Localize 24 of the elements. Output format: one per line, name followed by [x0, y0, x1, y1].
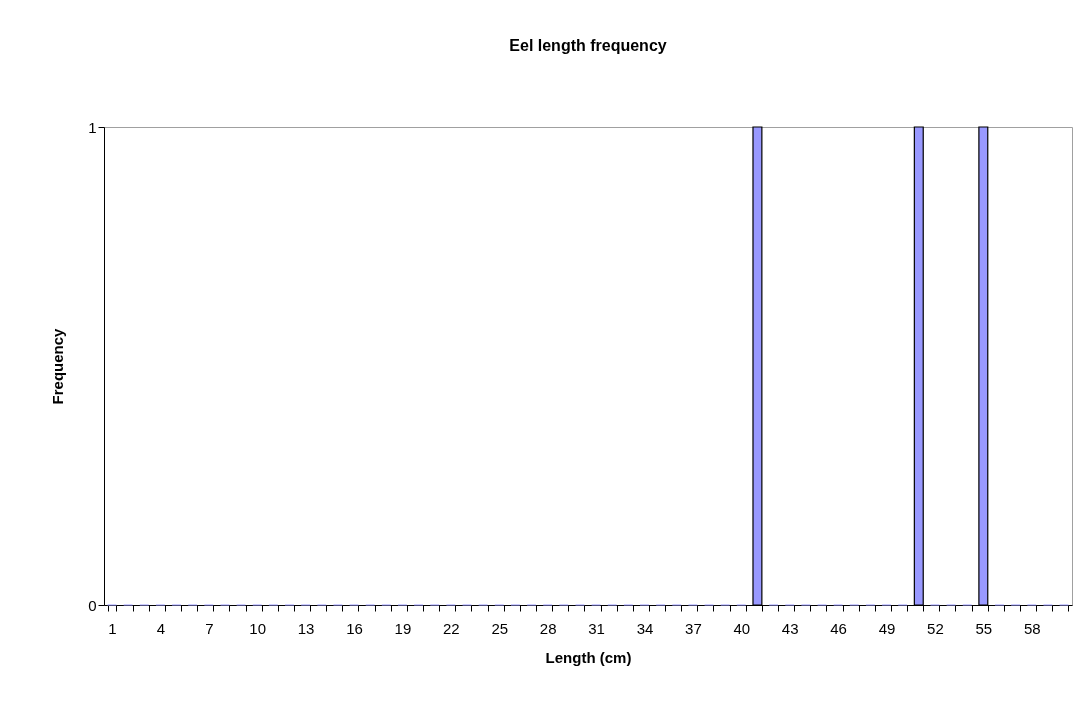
x-tick-label: 52 — [927, 619, 944, 637]
x-tick-label: 37 — [685, 619, 702, 637]
x-tick-label: 55 — [975, 619, 993, 637]
x-tick-label: 40 — [733, 619, 751, 637]
x-tick-label: 43 — [781, 619, 799, 637]
x-tick-label: 34 — [636, 619, 654, 637]
x-tick-label: 22 — [443, 619, 460, 637]
x-tick-label: 13 — [297, 619, 315, 637]
x-tick-label: 31 — [588, 619, 605, 637]
x-tick-label: 25 — [491, 619, 509, 637]
x-tick-label: 46 — [830, 619, 847, 637]
x-tick-label: 58 — [1023, 619, 1041, 637]
x-axis-title: Length (cm) — [545, 648, 632, 666]
chart-title: Eel length frequency — [509, 37, 667, 54]
x-tick-label: 10 — [249, 619, 267, 637]
x-tick-label: 4 — [156, 619, 166, 637]
y-axis-title: Frequency — [49, 327, 67, 405]
x-tick-label: 28 — [539, 619, 557, 637]
y-tick-label: 0 — [88, 596, 97, 614]
x-tick-label: 7 — [205, 619, 214, 637]
x-tick-label: 1 — [108, 619, 117, 637]
x-tick-label: 49 — [878, 619, 896, 637]
x-tick-label: 19 — [394, 619, 412, 637]
x-tick-label: 16 — [346, 619, 363, 637]
